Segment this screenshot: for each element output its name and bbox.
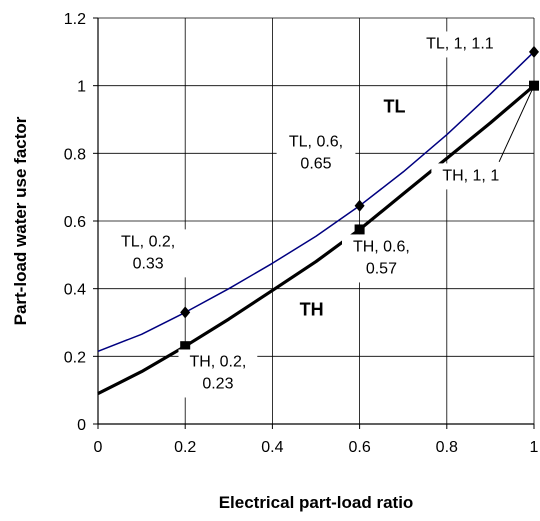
marker-tl [354,199,365,212]
data-label: TH, 0.2, 0.23 [178,349,258,398]
labels-group: TL, 1, 1.1 TL, 0.6, 0.65 TL, 0.2, 0.33 TH, 0.… [108,31,535,398]
data-label-text: 0.23 [202,375,233,392]
series-line-tl [97,51,535,352]
marker-th [180,341,191,352]
data-label: TL, 0.2, 0.33 [108,229,188,278]
data-label-text: TH, 0.6, [353,238,410,255]
y-tick-label: 0.2 [64,349,86,366]
x-axis-title: Electrical part-load ratio [219,493,414,512]
data-label-bg [411,31,508,58]
x-tick-label: 0 [94,439,103,456]
data-label-text: 0.57 [366,260,397,277]
grid [98,17,535,424]
x-tick-label: 0.4 [261,439,283,456]
data-label-text: TH, 1, 1 [442,167,499,184]
data-label-text: 0.33 [133,255,164,272]
marker-th [354,224,365,235]
series-line-th [97,84,536,396]
y-tick-label: 0.8 [64,146,86,163]
data-label: TH, 1, 1 [431,163,511,190]
data-label-text: TL, 1, 1.1 [426,35,494,52]
y-tick-label: 1.2 [64,11,86,28]
marker-tl [529,45,539,58]
x-tick-label: 0.2 [174,439,196,456]
data-label-text: TL, 0.6, [289,134,343,151]
data-label-bg [108,229,188,278]
data-label: TL, 1, 1.1 [411,31,508,58]
data-label-bg [431,163,511,190]
y-tick-label: 0.4 [64,282,86,299]
data-label: TH, 0.6, 0.57 [342,234,421,283]
leader-line [498,85,535,162]
y-tick-label: 0 [77,417,86,434]
y-axis-title: Part-load water use factor [11,116,30,325]
data-label: TL, 0.6, 0.65 [276,129,356,178]
data-label-text: 0.65 [300,156,331,173]
x-tick-label: 0.8 [436,439,458,456]
region-label-tl: TL [383,97,405,117]
y-tick-label: 1 [77,79,86,96]
series-group [97,45,539,396]
y-tick-label: 0.6 [64,214,86,231]
axes: 0 0.2 0.4 0.6 0.8 1 1.2 0 0.2 0.4 0.6 0.8 1 [64,11,539,456]
data-label-text: TL, 0.2, [121,233,175,250]
region-label-th: TH [300,300,324,320]
data-label-bg [276,129,356,178]
data-label-text: TH, 0.2, [189,353,246,370]
data-label-bg [178,349,258,398]
x-tick-label: 0.6 [348,439,370,456]
data-label-bg [342,234,421,283]
x-tick-label: 1 [530,439,539,456]
marker-tl [180,306,191,319]
